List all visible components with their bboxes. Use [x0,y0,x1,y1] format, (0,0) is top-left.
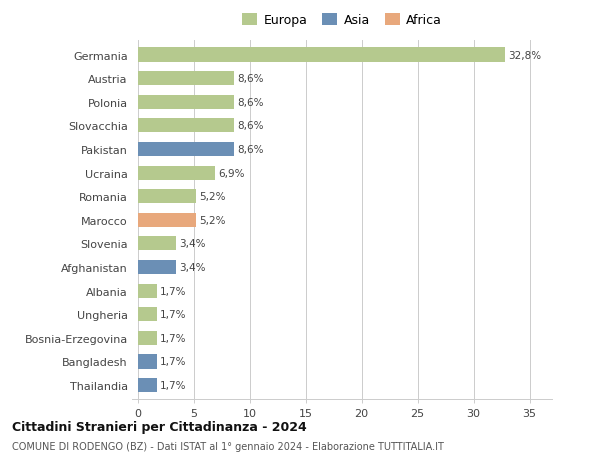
Bar [137,143,234,157]
Text: Cittadini Stranieri per Cittadinanza - 2024: Cittadini Stranieri per Cittadinanza - 2… [12,420,307,433]
Text: 32,8%: 32,8% [508,50,541,61]
Text: 5,2%: 5,2% [199,215,226,225]
Text: 6,9%: 6,9% [218,168,245,178]
Text: 1,7%: 1,7% [160,333,187,343]
Text: 8,6%: 8,6% [237,121,264,131]
Bar [137,119,234,133]
Text: 8,6%: 8,6% [237,145,264,155]
Text: 1,7%: 1,7% [160,380,187,390]
Text: 1,7%: 1,7% [160,357,187,367]
Text: 3,4%: 3,4% [179,239,206,249]
Text: 5,2%: 5,2% [199,192,226,202]
Bar [137,48,505,62]
Legend: Europa, Asia, Africa: Europa, Asia, Africa [239,12,445,30]
Text: 8,6%: 8,6% [237,98,264,107]
Bar [137,213,196,227]
Text: 8,6%: 8,6% [237,74,264,84]
Bar [137,166,215,180]
Bar [137,72,234,86]
Text: 1,7%: 1,7% [160,286,187,296]
Text: COMUNE DI RODENGO (BZ) - Dati ISTAT al 1° gennaio 2024 - Elaborazione TUTTITALIA: COMUNE DI RODENGO (BZ) - Dati ISTAT al 1… [12,441,444,451]
Bar [137,308,157,322]
Bar [137,284,157,298]
Text: 3,4%: 3,4% [179,263,206,273]
Bar [137,190,196,204]
Text: 1,7%: 1,7% [160,309,187,319]
Bar [137,260,176,274]
Bar [137,354,157,369]
Bar [137,95,234,110]
Bar [137,331,157,345]
Bar [137,378,157,392]
Bar [137,237,176,251]
